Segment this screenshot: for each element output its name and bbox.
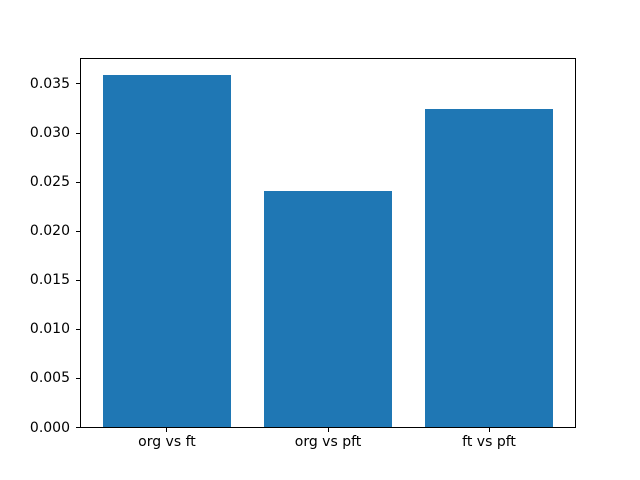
y-tick-mark — [76, 132, 80, 134]
y-tick-mark — [76, 279, 80, 281]
bar-ft-vs-pft — [424, 108, 554, 428]
y-tick-mark — [76, 427, 80, 428]
y-tick-mark — [76, 83, 80, 85]
y-tick-label: 0.000 — [29, 419, 70, 436]
y-tick-mark — [76, 230, 80, 232]
bar-org-vs-pft — [263, 190, 393, 428]
y-tick-label: 0.035 — [29, 75, 70, 92]
x-tick-label-ft-vs-pft: ft vs pft — [462, 433, 516, 450]
y-tick-mark — [76, 377, 80, 379]
x-tick-label-org-vs-pft: org vs pft — [294, 433, 362, 450]
y-tick-label: 0.010 — [29, 321, 70, 338]
y-tick-label: 0.025 — [29, 174, 70, 191]
x-tick-mark — [327, 427, 329, 432]
x-tick-mark — [166, 427, 168, 432]
y-tick-mark — [76, 328, 80, 330]
bar-org-vs-ft — [102, 75, 232, 428]
y-tick-label: 0.015 — [29, 272, 70, 289]
y-tick-label: 0.020 — [29, 223, 70, 240]
y-tick-label: 0.030 — [29, 125, 70, 142]
x-tick-mark — [488, 427, 490, 432]
x-tick-label-org-vs-ft: org vs ft — [138, 433, 196, 450]
y-tick-mark — [76, 181, 80, 183]
y-tick-label: 0.005 — [29, 370, 70, 387]
